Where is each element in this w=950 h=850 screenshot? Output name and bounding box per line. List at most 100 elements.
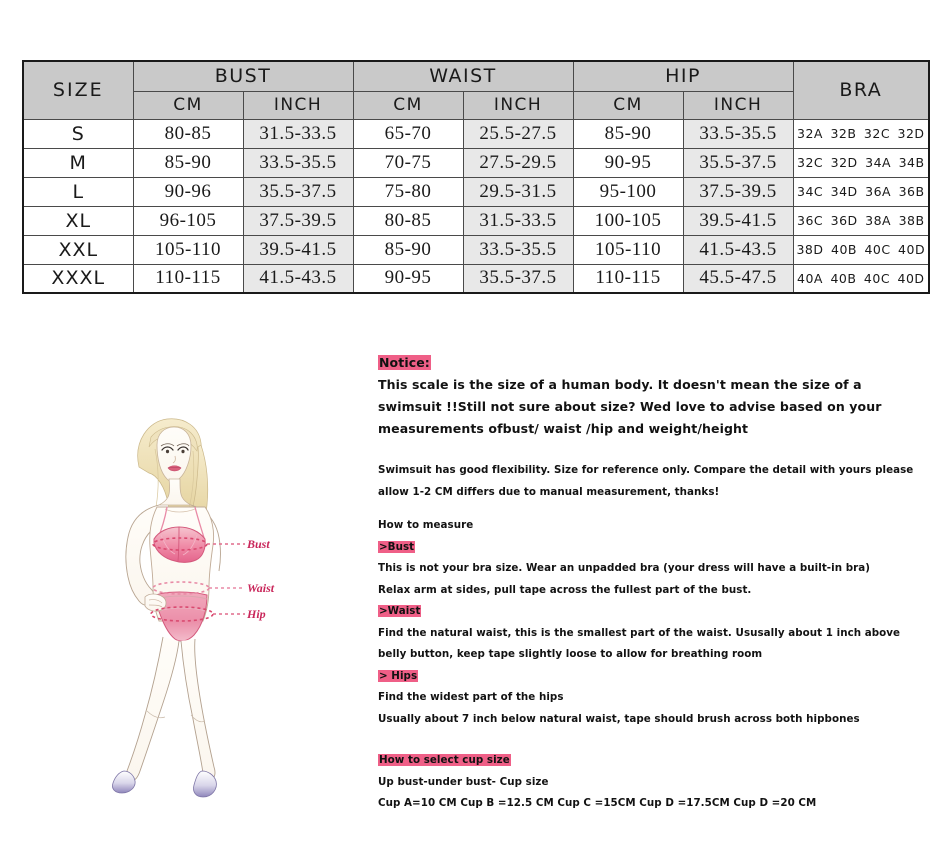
spacer [378, 440, 923, 460]
flexibility-line-2: allow 1-2 CM differs due to manual measu… [378, 485, 720, 498]
cell-hip-cm: 85-90 [572, 118, 684, 149]
cell-waist-cm: 65-70 [352, 118, 464, 149]
column-header-bust-inch: INCH [242, 90, 354, 120]
figure-bikini-top [153, 506, 206, 563]
table-row: M 85-90 33.5-35.5 70-75 27.5-29.5 90-95 35.5-3… [22, 147, 930, 178]
cell-size: XL [22, 205, 134, 236]
size-chart-table-container: SIZE BUST WAIST HIP BRA CM INCH CM INCH … [22, 60, 931, 294]
column-header-waist-cm: CM [352, 90, 464, 120]
column-header-hip-inch: INCH [682, 90, 794, 120]
cell-hip-cm: 95-100 [572, 176, 684, 207]
table-header-row-groups: SIZE BUST WAIST HIP BRA [22, 60, 930, 120]
notice-intro-line-1: This scale is the size of a human body. … [378, 377, 862, 392]
cell-bust-inch: 35.5-37.5 [242, 176, 354, 207]
cell-bra: 34C 34D 36A 36B [792, 176, 930, 207]
table-row: XXL 105-110 39.5-41.5 85-90 33.5-35.5 105-110… [22, 234, 930, 265]
cell-bust-inch: 33.5-35.5 [242, 147, 354, 178]
cell-hip-cm: 110-115 [572, 263, 684, 294]
cell-bust-inch: 39.5-41.5 [242, 234, 354, 265]
cell-bra: 32A 32B 32C 32D [792, 118, 930, 149]
cell-waist-cm: 70-75 [352, 147, 464, 178]
cell-bust-cm: 80-85 [132, 118, 244, 149]
cell-bra: 36C 36D 38A 38B [792, 205, 930, 236]
table-row: XL 96-105 37.5-39.5 80-85 31.5-33.5 100-105 39… [22, 205, 930, 236]
hips-section-heading: > Hips [378, 669, 419, 682]
body-measurement-illustration: Bust Waist Hip [95, 415, 325, 815]
notice-panel: Notice: This scale is the size of a huma… [378, 352, 923, 815]
spacer [378, 503, 923, 515]
flexibility-line-1: Swimsuit has good flexibility. Size for … [378, 464, 914, 476]
waist-section-heading-row: >Waist [378, 601, 923, 623]
table-header-row-units: CM INCH CM INCH CM INCH [23, 90, 929, 120]
measurement-label-bust: Bust [246, 537, 270, 551]
column-header-bust-cm: CM [132, 90, 244, 120]
cell-bust-inch: 37.5-39.5 [242, 205, 354, 236]
cell-hip-inch: 39.5-41.5 [682, 205, 794, 236]
measurement-label-hip: Hip [246, 607, 266, 621]
notice-heading-row: Notice: [378, 352, 923, 374]
cell-waist-cm: 90-95 [352, 263, 464, 294]
cell-hip-cm: 90-95 [572, 147, 684, 178]
cell-bra: 32C 32D 34A 34B [792, 147, 930, 178]
cell-hip-cm: 105-110 [572, 234, 684, 265]
measurement-line-waist [152, 581, 245, 595]
cell-bust-cm: 96-105 [132, 205, 244, 236]
cell-bust-cm: 85-90 [132, 147, 244, 178]
cell-bust-cm: 110-115 [132, 263, 244, 294]
waist-instruction-line-2: belly button, keep tape slightly loose t… [378, 648, 763, 660]
measurement-line-hip [150, 606, 245, 622]
cell-size: M [22, 147, 134, 178]
cell-bust-inch: 41.5-43.5 [242, 263, 354, 294]
cup-size-line-2: Cup A=10 CM Cup B =12.5 CM Cup C =15CM C… [378, 797, 817, 809]
cell-waist-inch: 29.5-31.5 [462, 176, 574, 207]
column-header-hip-cm: CM [572, 90, 684, 120]
waist-instruction-line-1: Find the natural waist, this is the smal… [378, 626, 901, 639]
cell-hip-inch: 41.5-43.5 [682, 234, 794, 265]
cup-size-heading-row: How to select cup size [378, 750, 923, 772]
table-row: XXXL 110-115 41.5-43.5 90-95 35.5-37.5 110-11… [22, 263, 930, 294]
cell-waist-inch: 35.5-37.5 [462, 263, 574, 294]
cell-waist-cm: 75-80 [352, 176, 464, 207]
cup-size-heading: How to select cup size [378, 754, 511, 766]
notice-intro-line-3: measurements ofbust/ waist /hip and weig… [378, 421, 749, 436]
waist-section-heading: >Waist [378, 605, 422, 617]
cell-size: XXXL [22, 263, 134, 294]
cup-size-line-1: Up bust-under bust- Cup size [378, 775, 549, 788]
cell-waist-inch: 33.5-35.5 [462, 234, 574, 265]
cell-waist-inch: 31.5-33.5 [462, 205, 574, 236]
how-to-measure-heading: How to measure [378, 519, 474, 531]
column-header-waist: WAIST [352, 60, 574, 92]
cell-bra: 40A 40B 40C 40D [792, 263, 930, 294]
column-header-bra: BRA [792, 60, 930, 120]
column-header-bust: BUST [132, 60, 354, 92]
bust-section-heading-row: >Bust [378, 537, 923, 559]
table-row: S 80-85 31.5-33.5 65-70 25.5-27.5 85-90 33.5-3… [22, 118, 930, 149]
cell-size: S [22, 118, 134, 149]
cell-bust-cm: 105-110 [132, 234, 244, 265]
hips-instruction-line-1: Find the widest part of the hips [378, 691, 564, 703]
cell-bust-inch: 31.5-33.5 [242, 118, 354, 149]
cell-size: XXL [22, 234, 134, 265]
figure-legs [125, 636, 216, 782]
notice-intro-line-2: swimsuit !!Still not sure about size? We… [378, 399, 882, 414]
cell-hip-cm: 100-105 [572, 205, 684, 236]
cell-hip-inch: 37.5-39.5 [682, 176, 794, 207]
measurement-line-bust [152, 537, 245, 551]
size-chart-table: SIZE BUST WAIST HIP BRA CM INCH CM INCH … [22, 60, 931, 294]
bust-instruction-line-1: This is not your bra size. Wear an unpad… [378, 562, 871, 574]
cell-hip-inch: 45.5-47.5 [682, 263, 794, 294]
table-row: L 90-96 35.5-37.5 75-80 29.5-31.5 95-100 37.5-… [22, 176, 930, 207]
column-header-waist-inch: INCH [462, 90, 574, 120]
table-body: S 80-85 31.5-33.5 65-70 25.5-27.5 85-90 33.5-3… [22, 118, 930, 294]
cell-waist-inch: 25.5-27.5 [462, 118, 574, 149]
cell-hip-inch: 35.5-37.5 [682, 147, 794, 178]
figure-face [156, 426, 192, 483]
cell-bra: 38D 40B 40C 40D [792, 234, 930, 265]
cell-waist-cm: 80-85 [352, 205, 464, 236]
figure-hand [144, 593, 167, 612]
hips-section-heading-row: > Hips [378, 666, 923, 688]
notice-heading: Notice: [378, 355, 431, 370]
table-header: SIZE BUST WAIST HIP BRA CM INCH CM INCH … [22, 60, 930, 120]
bust-section-heading: >Bust [378, 540, 416, 553]
